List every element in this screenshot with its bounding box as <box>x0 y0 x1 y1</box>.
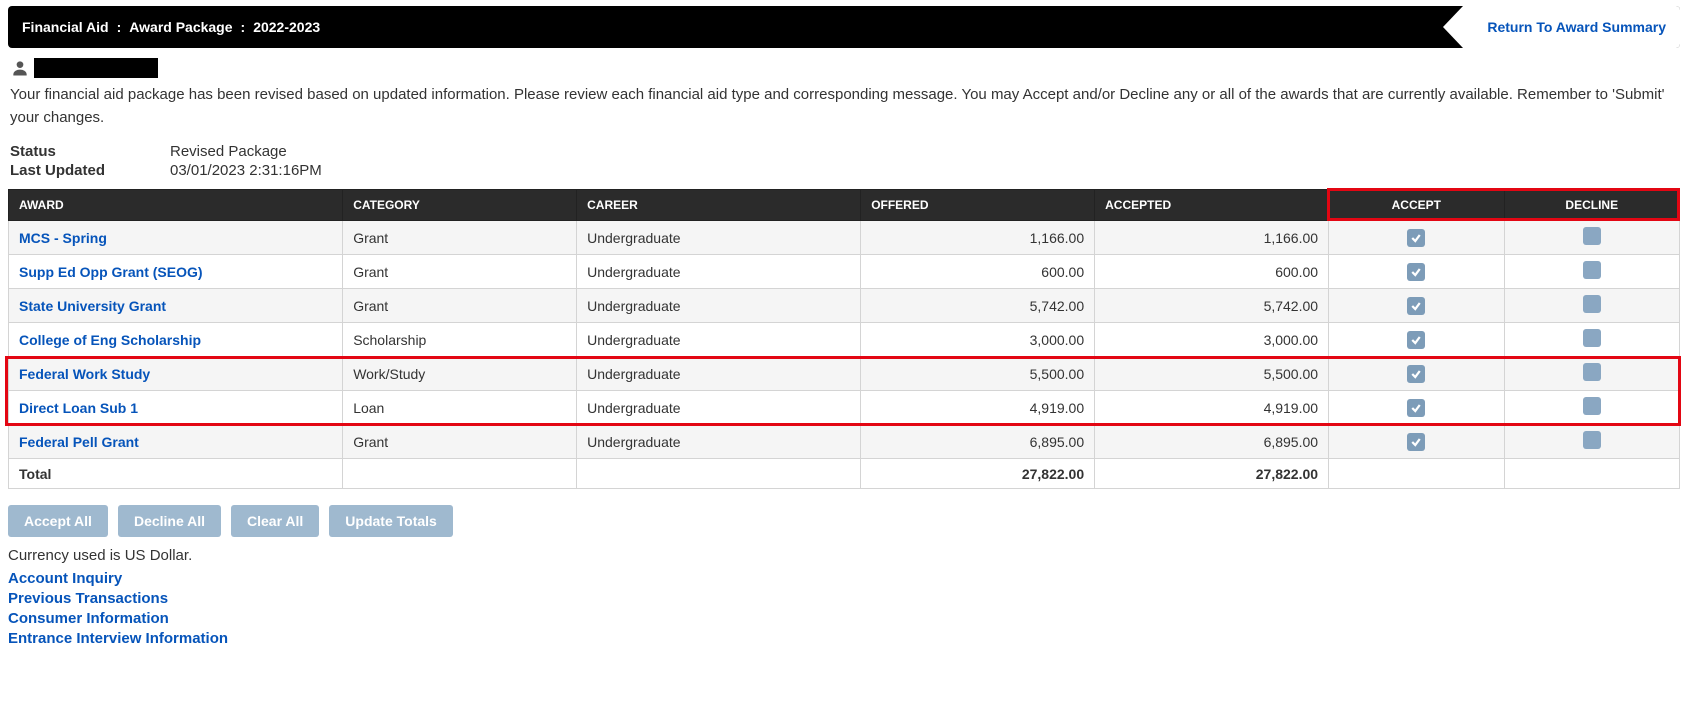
award-offered: 4,919.00 <box>861 391 1095 425</box>
clear-all-button[interactable]: Clear All <box>231 505 319 537</box>
page-header: Financial Aid : Award Package : 2022-202… <box>8 6 1680 48</box>
award-accepted: 4,919.00 <box>1095 391 1329 425</box>
col-accepted: Accepted <box>1095 190 1329 221</box>
award-offered: 5,742.00 <box>861 289 1095 323</box>
table-row: Direct Loan Sub 1LoanUndergraduate4,919.… <box>9 391 1680 425</box>
decline-checkbox[interactable] <box>1583 363 1601 381</box>
award-accepted: 600.00 <box>1095 255 1329 289</box>
breadcrumb-item: 2022-2023 <box>253 19 320 35</box>
award-link[interactable]: Federal Work Study <box>19 366 150 382</box>
col-career: Career <box>577 190 861 221</box>
accept-checkbox[interactable] <box>1407 399 1425 417</box>
award-category: Grant <box>343 425 577 459</box>
award-offered: 600.00 <box>861 255 1095 289</box>
decline-checkbox[interactable] <box>1583 431 1601 449</box>
user-name-redacted <box>34 58 158 78</box>
award-offered: 3,000.00 <box>861 323 1095 357</box>
breadcrumb: Financial Aid : Award Package : 2022-202… <box>22 19 320 35</box>
footer-link[interactable]: Consumer Information <box>8 610 1680 627</box>
table-row: MCS - SpringGrantUndergraduate1,166.001,… <box>9 221 1680 255</box>
accept-checkbox[interactable] <box>1407 297 1425 315</box>
updated-label: Last Updated <box>10 162 170 179</box>
user-row <box>10 58 1678 78</box>
award-career: Undergraduate <box>577 221 861 255</box>
decline-checkbox[interactable] <box>1583 397 1601 415</box>
status-value: Revised Package <box>170 143 287 160</box>
award-link[interactable]: Supp Ed Opp Grant (SEOG) <box>19 264 203 280</box>
award-accepted: 1,166.00 <box>1095 221 1329 255</box>
table-row: Supp Ed Opp Grant (SEOG) GrantUndergradua… <box>9 255 1680 289</box>
user-icon <box>10 58 30 78</box>
award-career: Undergraduate <box>577 357 861 391</box>
total-offered: 27,822.00 <box>861 459 1095 489</box>
decline-checkbox[interactable] <box>1583 261 1601 279</box>
award-category: Work/Study <box>343 357 577 391</box>
return-wrap: Return To Award Summary <box>1463 6 1680 48</box>
footer-link[interactable]: Previous Transactions <box>8 590 1680 607</box>
status-label: Status <box>10 143 170 160</box>
award-link[interactable]: MCS - Spring <box>19 230 107 246</box>
decline-checkbox[interactable] <box>1583 227 1601 245</box>
award-accepted: 5,500.00 <box>1095 357 1329 391</box>
footer-link[interactable]: Entrance Interview Information <box>8 630 1680 647</box>
award-career: Undergraduate <box>577 391 861 425</box>
awards-wrap: Award Category Career Offered Accepted A… <box>8 189 1680 489</box>
col-decline: Decline <box>1504 190 1679 221</box>
award-accepted: 6,895.00 <box>1095 425 1329 459</box>
award-category: Loan <box>343 391 577 425</box>
award-accepted: 3,000.00 <box>1095 323 1329 357</box>
accept-checkbox[interactable] <box>1407 263 1425 281</box>
award-link[interactable]: College of Eng Scholarship <box>19 332 201 348</box>
intro-text: Your financial aid package has been revi… <box>10 84 1678 129</box>
accept-checkbox[interactable] <box>1407 433 1425 451</box>
return-to-summary-link[interactable]: Return To Award Summary <box>1487 19 1666 35</box>
footer-link[interactable]: Account Inquiry <box>8 570 1680 587</box>
action-buttons: Accept All Decline All Clear All Update … <box>8 505 1680 537</box>
breadcrumb-item: Financial Aid <box>22 19 109 35</box>
accept-checkbox[interactable] <box>1407 331 1425 349</box>
total-label: Total <box>9 459 343 489</box>
award-link[interactable]: State University Grant <box>19 298 166 314</box>
award-accepted: 5,742.00 <box>1095 289 1329 323</box>
update-totals-button[interactable]: Update Totals <box>329 505 453 537</box>
footer-links: Account Inquiry Previous Transactions Cons… <box>8 570 1680 647</box>
award-category: Grant <box>343 289 577 323</box>
decline-checkbox[interactable] <box>1583 295 1601 313</box>
currency-note: Currency used is US Dollar. <box>8 547 1680 564</box>
award-career: Undergraduate <box>577 323 861 357</box>
total-row: Total 27,822.0027,822.00 <box>9 459 1680 489</box>
col-offered: Offered <box>861 190 1095 221</box>
award-offered: 6,895.00 <box>861 425 1095 459</box>
award-link[interactable]: Direct Loan Sub 1 <box>19 400 138 416</box>
awards-table: Award Category Career Offered Accepted A… <box>8 189 1680 489</box>
accept-all-button[interactable]: Accept All <box>8 505 108 537</box>
table-row: State University Grant GrantUndergraduate… <box>9 289 1680 323</box>
col-award: Award <box>9 190 343 221</box>
award-category: Scholarship <box>343 323 577 357</box>
award-career: Undergraduate <box>577 425 861 459</box>
award-offered: 1,166.00 <box>861 221 1095 255</box>
col-accept: Accept <box>1329 190 1504 221</box>
table-row: Federal Pell GrantGrantUndergraduate6,89… <box>9 425 1680 459</box>
table-row: College of Eng Scholarship ScholarshipUnd… <box>9 323 1680 357</box>
award-career: Undergraduate <box>577 289 861 323</box>
decline-checkbox[interactable] <box>1583 329 1601 347</box>
total-accepted: 27,822.00 <box>1095 459 1329 489</box>
table-header-row: Award Category Career Offered Accepted A… <box>9 190 1680 221</box>
award-offered: 5,500.00 <box>861 357 1095 391</box>
breadcrumb-item: Award Package <box>129 19 232 35</box>
award-career: Undergraduate <box>577 255 861 289</box>
award-link[interactable]: Federal Pell Grant <box>19 434 139 450</box>
table-row: Federal Work Study Work/StudyUndergraduat… <box>9 357 1680 391</box>
updated-value: 03/01/2023 2:31:16PM <box>170 162 322 179</box>
accept-checkbox[interactable] <box>1407 229 1425 247</box>
award-category: Grant <box>343 221 577 255</box>
accept-checkbox[interactable] <box>1407 365 1425 383</box>
decline-all-button[interactable]: Decline All <box>118 505 221 537</box>
award-category: Grant <box>343 255 577 289</box>
col-category: Category <box>343 190 577 221</box>
